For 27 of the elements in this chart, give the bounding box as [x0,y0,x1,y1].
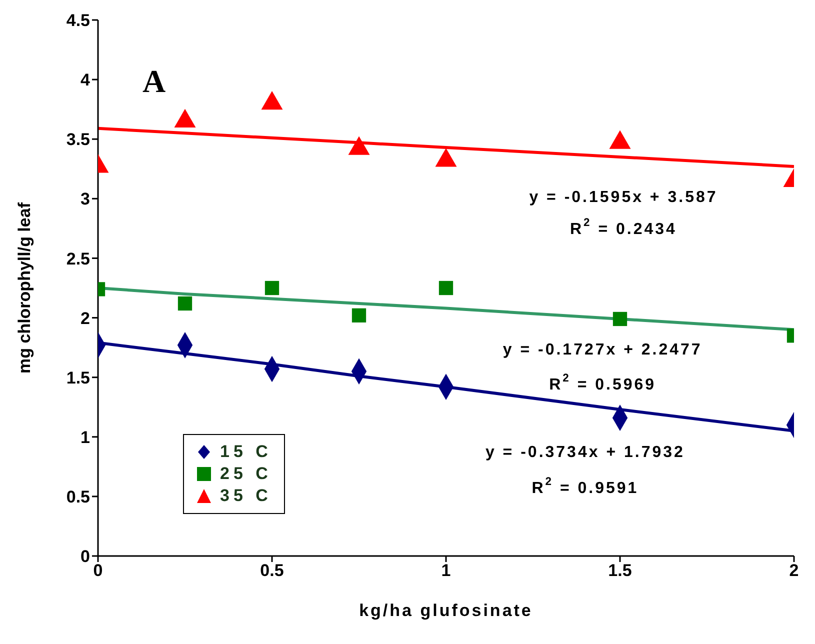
y-tick-label: 1 [80,428,90,447]
y-axis-title: mg chlorophyll/g leaf [15,202,34,374]
x-tick-label: 1 [441,561,451,580]
y-tick-label: 2 [80,308,90,328]
y-tick-label: 0 [80,547,90,566]
y-tick-label: 4 [80,70,91,90]
x-axis-title: kg/ha glufosinate [359,601,533,620]
y-tick-label: 4.5 [66,11,90,30]
legend-label: 25 C [220,463,272,485]
annotation: R$^{2}$ = 0.9591 [532,476,639,496]
x-tick-label: 2 [789,561,799,580]
y-tick-label: 1.5 [66,368,90,388]
annotation: y = -0.3734x + 1.7932 [485,444,685,461]
x-tick-label: 0.5 [260,561,284,580]
y-tick-label: 3 [80,190,90,209]
x-tick-label: 0 [93,561,103,580]
annotation: R$^{2}$ = 0.5969 [549,372,656,393]
legend-label: 15 C [220,441,272,463]
annotation: R$^{2}$ = 0.2434 [570,217,677,238]
annotation: y = -0.1727x + 2.2477 [502,341,702,358]
annotation: y = -0.1595x + 3.587 [529,188,718,206]
x-tick-label: 1.5 [608,561,632,580]
y-tick-label: 2.5 [66,249,90,268]
annotation: A [142,63,166,100]
y-tick-label: 3.5 [66,130,90,150]
legend-label: 35 C [220,485,272,507]
y-tick-label: 0.5 [66,487,90,506]
